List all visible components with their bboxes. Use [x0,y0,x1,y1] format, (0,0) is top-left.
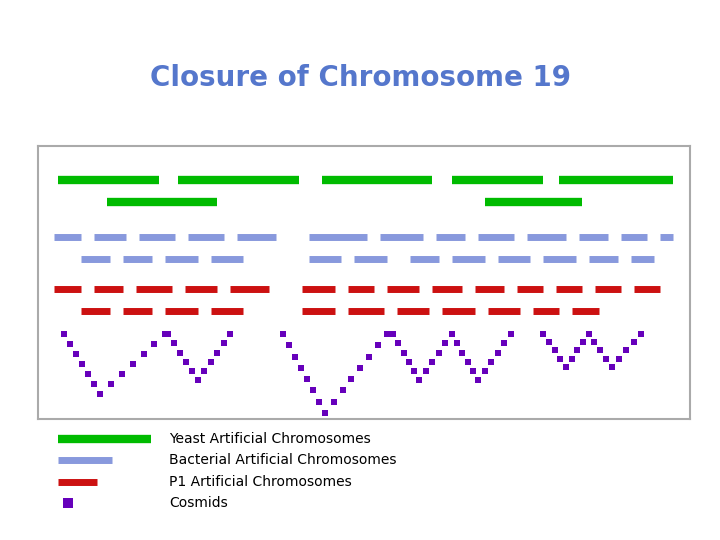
Text: Bacterial Artificial Chromosomes: Bacterial Artificial Chromosomes [169,453,397,467]
Text: P1 Artificial Chromosomes: P1 Artificial Chromosomes [169,475,352,489]
Text: Yeast Artificial Chromosomes: Yeast Artificial Chromosomes [169,432,371,446]
Text: Cosmids: Cosmids [169,496,228,510]
Text: Closure of Chromosome 19: Closure of Chromosome 19 [150,64,570,92]
